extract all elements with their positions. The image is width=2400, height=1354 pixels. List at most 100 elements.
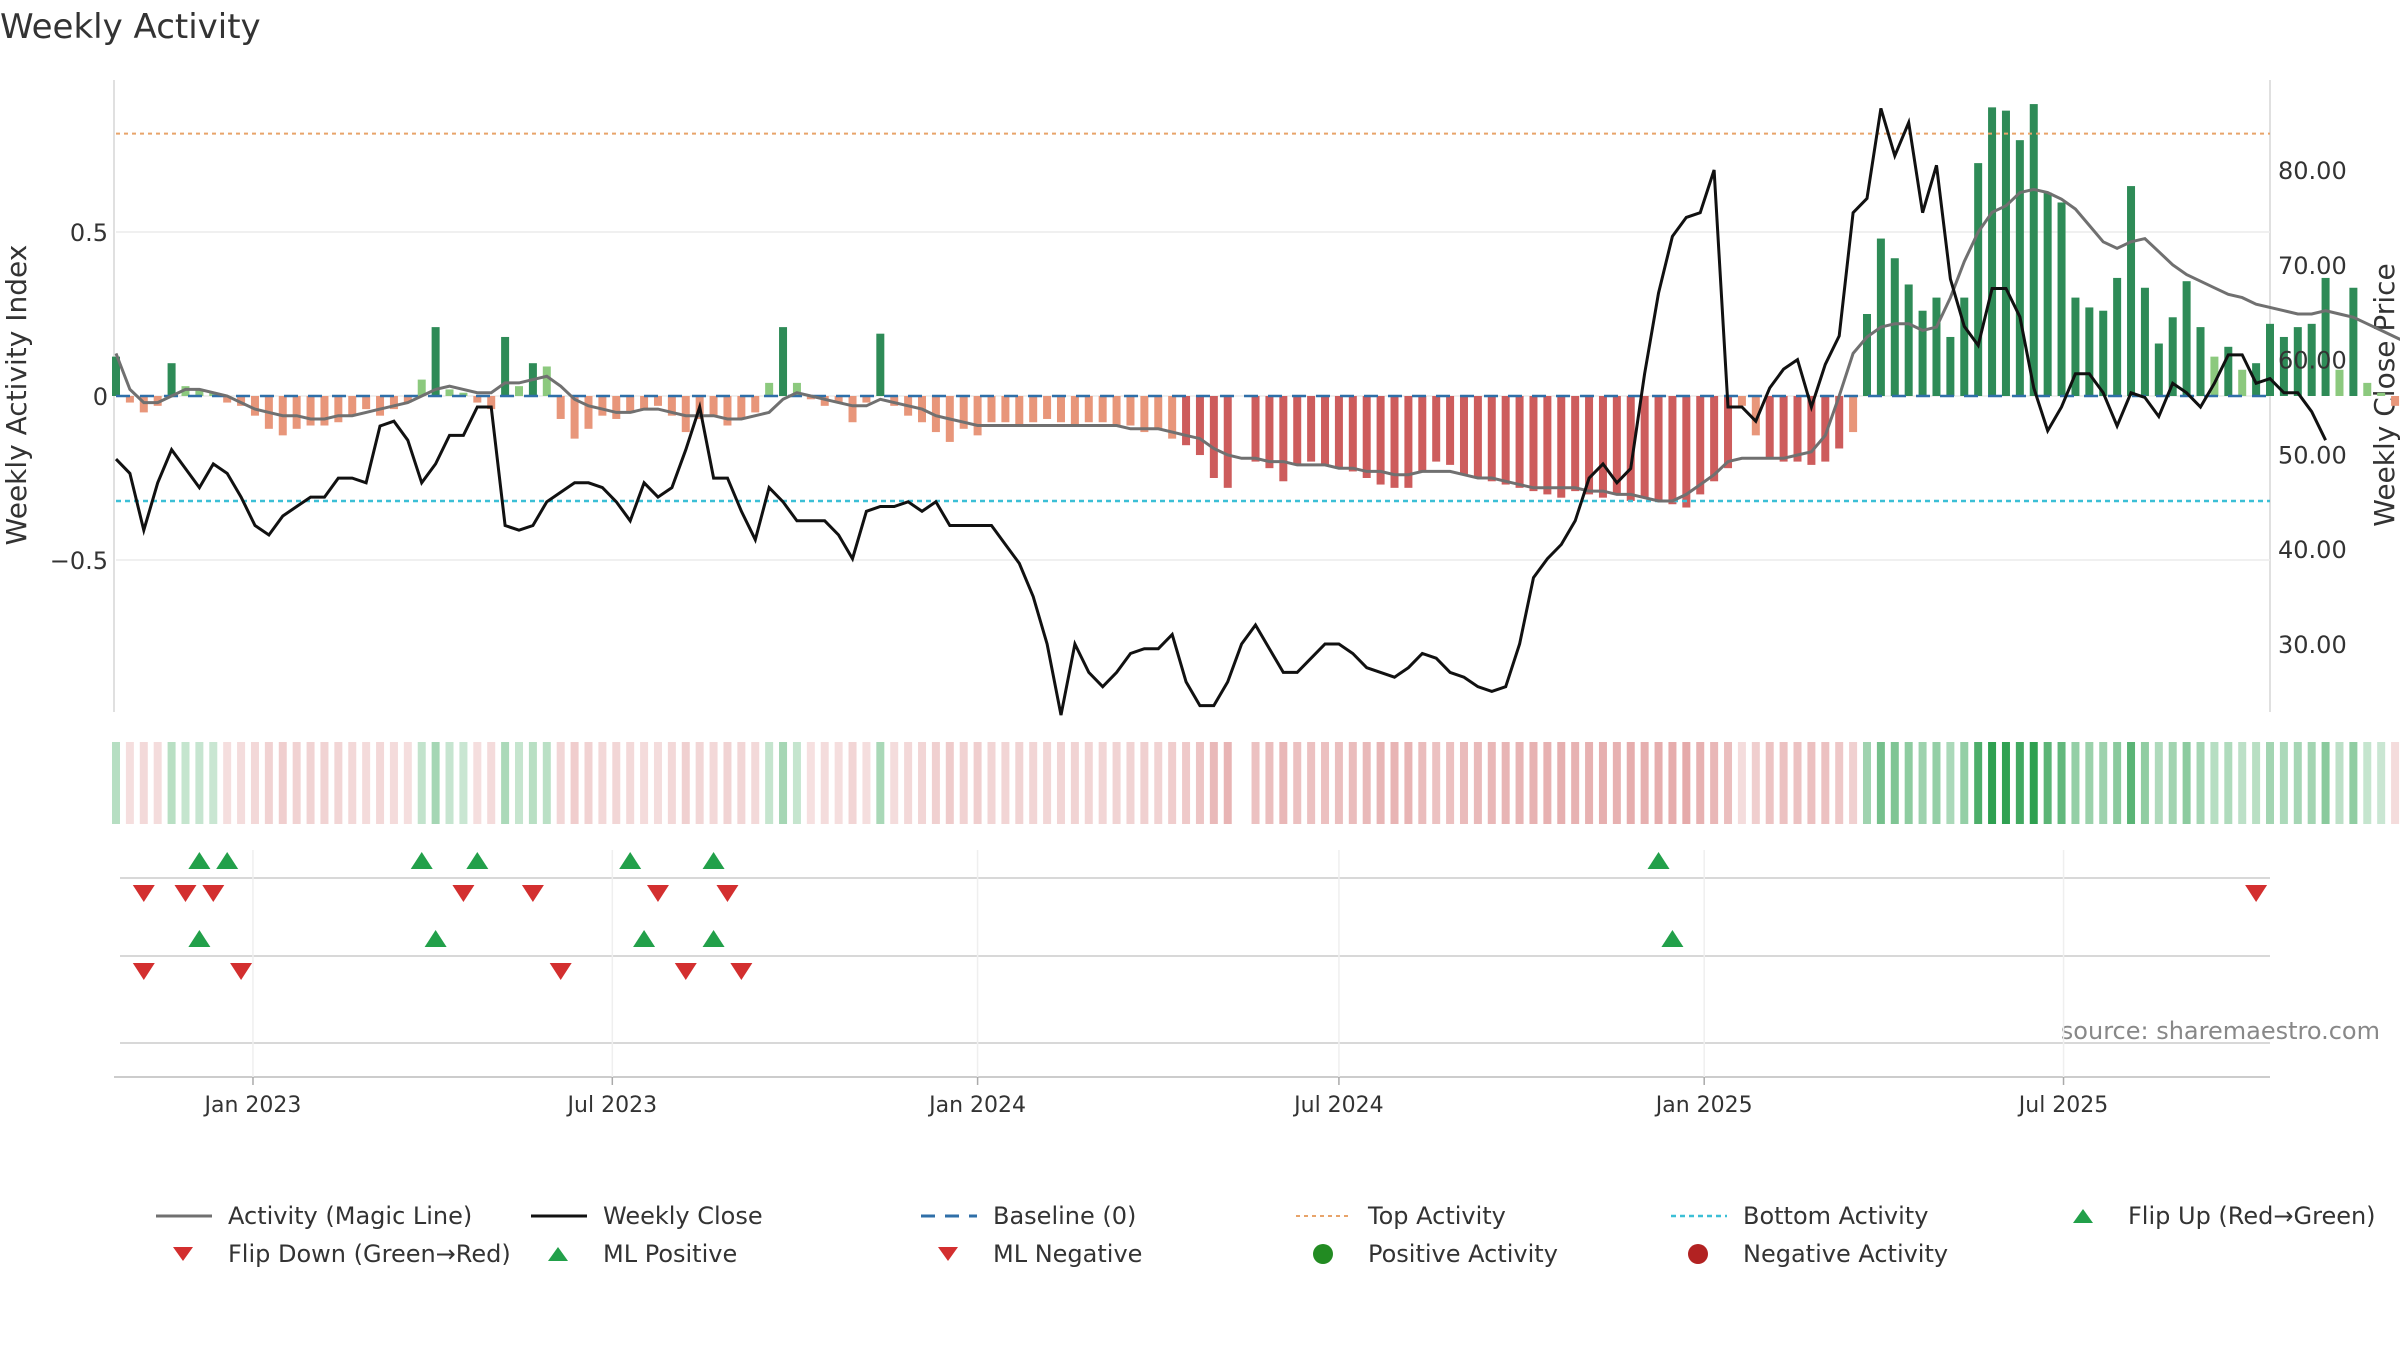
heat-cell	[1432, 742, 1441, 824]
activity-bar	[1543, 396, 1552, 495]
activity-bar	[1293, 396, 1302, 465]
heat-cell	[2210, 742, 2219, 824]
activity-bar	[139, 396, 148, 413]
legend: Activity (Magic Line) Weekly Close Baselin…	[150, 1200, 2390, 1270]
heat-cell	[2015, 742, 2024, 824]
y-axis-label: Weekly Activity Index	[0, 245, 33, 546]
legend-item-mlneg: ML Negative	[915, 1238, 1142, 1270]
legend-item-mlpos: ML Positive	[525, 1238, 737, 1270]
heat-cell	[1168, 742, 1177, 824]
activity-bar	[376, 396, 385, 416]
activity-bar	[806, 396, 815, 400]
heat-cell	[1835, 742, 1844, 824]
x-tick-label: Jul 2024	[1292, 1093, 1384, 1118]
heat-cell	[1112, 742, 1121, 824]
activity-bar	[1195, 396, 1204, 456]
heat-cell	[1724, 742, 1733, 824]
activity-bar	[1710, 396, 1719, 482]
activity-bar	[1765, 396, 1774, 459]
heat-cell	[973, 742, 982, 824]
activity-bar	[2321, 277, 2330, 396]
heat-cell	[1793, 742, 1802, 824]
activity-bar	[1612, 396, 1621, 495]
activity-bar	[1084, 396, 1093, 423]
heat-cell	[918, 742, 927, 824]
heat-cell	[765, 742, 774, 824]
activity-bar	[320, 396, 329, 426]
activity-bar	[1835, 396, 1844, 449]
heat-cell	[987, 742, 996, 824]
heat-cell	[2085, 742, 2094, 824]
heat-cell	[153, 742, 162, 824]
heat-cell	[223, 742, 232, 824]
heat-cell	[834, 742, 843, 824]
activity-bar	[2293, 327, 2302, 396]
activity-bar	[1654, 396, 1663, 501]
heat-cell	[1585, 742, 1594, 824]
heat-cell	[1265, 742, 1274, 824]
legend-swatch	[1665, 1204, 1731, 1228]
legend-swatch-shape	[938, 1247, 958, 1261]
activity-bar	[1362, 396, 1371, 478]
activity-bar	[779, 327, 788, 396]
legend-label: Weekly Close	[603, 1202, 763, 1230]
activity-bar	[1473, 396, 1482, 478]
legend-swatch	[915, 1204, 981, 1228]
activity-bar	[2140, 287, 2149, 396]
heat-cell	[487, 742, 496, 824]
heat-cell	[737, 742, 746, 824]
activity-bar	[2085, 307, 2094, 396]
activity-bar	[1112, 396, 1121, 426]
activity-bar	[153, 396, 162, 406]
activity-bar	[1904, 284, 1913, 396]
activity-bar	[931, 396, 940, 433]
legend-label: Positive Activity	[1368, 1240, 1558, 1268]
ml-negative-marker	[674, 963, 697, 980]
activity-bar	[445, 389, 454, 396]
activity-bar	[125, 396, 134, 403]
flip-down-marker	[132, 885, 155, 902]
activity-bar	[1015, 396, 1024, 426]
activity-bar	[1459, 396, 1468, 475]
x-tick-label: Jul 2023	[566, 1093, 658, 1118]
activity-bar	[1168, 396, 1177, 439]
heat-cell	[862, 742, 871, 824]
legend-swatch	[1290, 1204, 1356, 1228]
flip-up-marker	[619, 852, 642, 869]
flip-up-marker	[188, 852, 211, 869]
heat-cell	[445, 742, 454, 824]
heat-cell	[1223, 742, 1232, 824]
activity-bar	[1446, 396, 1455, 465]
flip-down-marker	[452, 885, 475, 902]
source-label: source: sharemaestro.com	[2061, 1017, 2380, 1045]
heat-cell	[1765, 742, 1774, 824]
activity-bar	[1849, 396, 1858, 433]
activity-bar	[209, 392, 218, 396]
heat-cell	[695, 742, 704, 824]
activity-bar	[1529, 396, 1538, 492]
legend-item-top: Top Activity	[1290, 1200, 1506, 1232]
heat-cell	[2029, 742, 2038, 824]
heat-cell	[1209, 742, 1218, 824]
heat-cell	[959, 742, 968, 824]
heat-cell	[2321, 742, 2330, 824]
heat-cell	[459, 742, 468, 824]
legend-item-flipdown: Flip Down (Green→Red)	[150, 1238, 511, 1270]
activity-bar	[1043, 396, 1052, 419]
flip-down-marker	[202, 885, 225, 902]
activity-bar	[431, 327, 440, 396]
activity-bar	[1974, 163, 1983, 396]
activity-bar	[598, 396, 607, 416]
x-tick-label: Jul 2025	[2017, 1093, 2109, 1118]
activity-bar	[1070, 396, 1079, 426]
heat-cell	[1668, 742, 1677, 824]
legend-swatch-shape	[548, 1247, 568, 1261]
activity-bar	[292, 396, 301, 429]
activity-bar	[2266, 323, 2274, 396]
activity-bar	[626, 396, 635, 413]
y2-tick-label: 30.00	[2278, 631, 2347, 659]
heat-cell	[1543, 742, 1552, 824]
heat-cell	[237, 742, 246, 824]
activity-bar	[1918, 310, 1927, 396]
